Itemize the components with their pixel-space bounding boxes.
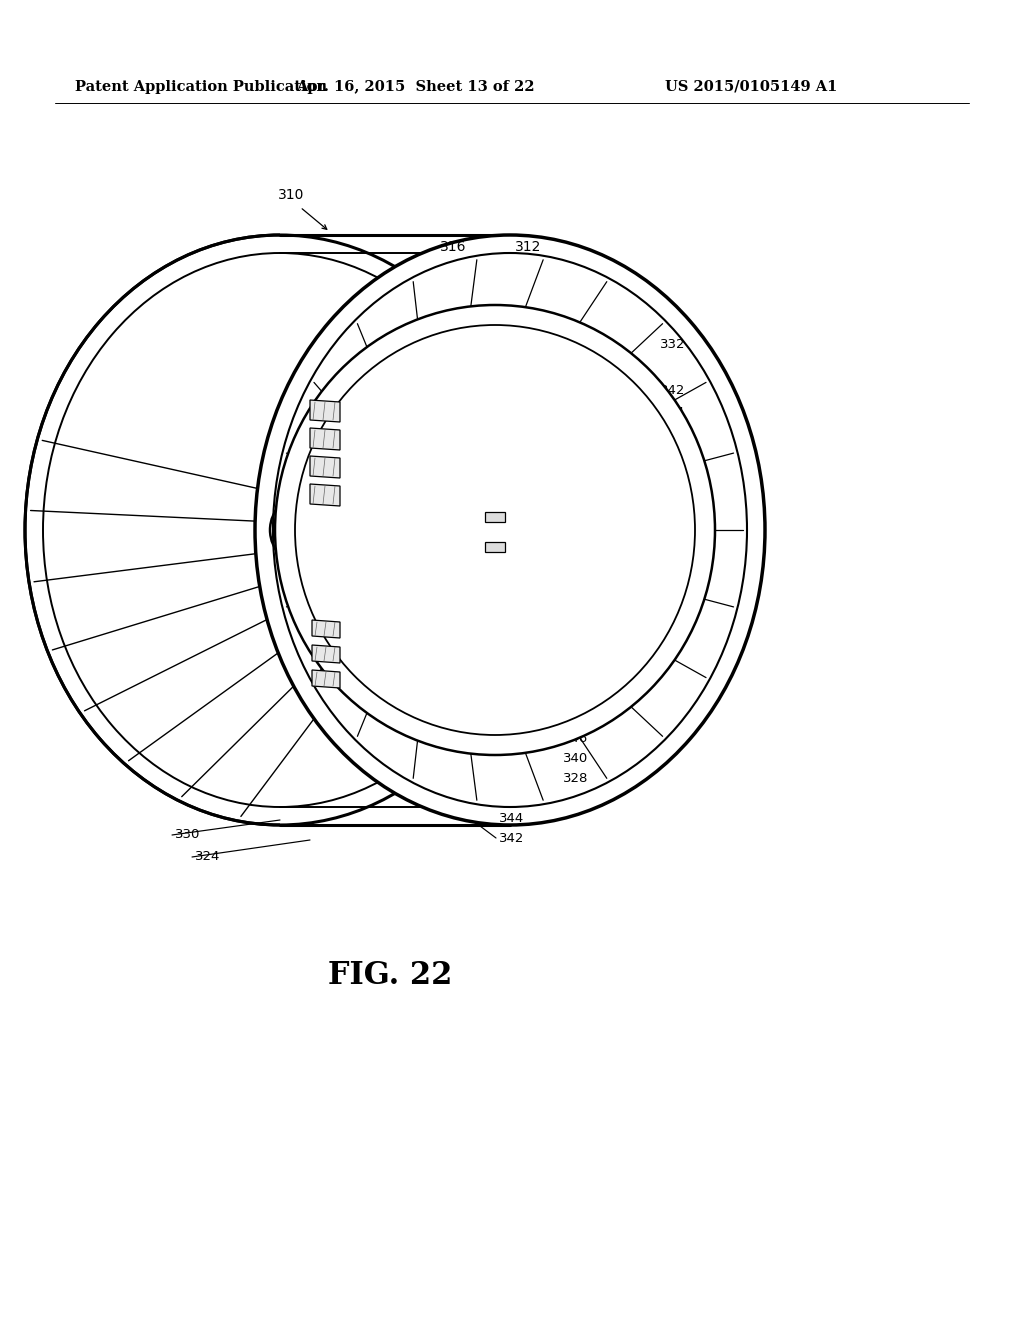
Text: 316: 316	[439, 240, 466, 253]
Text: Patent Application Publication: Patent Application Publication	[75, 81, 327, 94]
Text: 342: 342	[499, 832, 524, 845]
Text: 324: 324	[660, 609, 685, 622]
Text: US 2015/0105149 A1: US 2015/0105149 A1	[665, 81, 838, 94]
Text: 330: 330	[563, 711, 589, 725]
Ellipse shape	[360, 490, 540, 570]
Polygon shape	[312, 671, 340, 688]
Text: FIG. 22: FIG. 22	[328, 960, 453, 990]
Text: 328: 328	[660, 446, 685, 459]
Text: 312: 312	[515, 240, 542, 253]
Ellipse shape	[290, 458, 610, 602]
Bar	[485, 543, 505, 552]
Text: 310: 310	[278, 187, 304, 202]
Ellipse shape	[432, 521, 468, 539]
Text: 334: 334	[660, 528, 685, 541]
Text: 270: 270	[660, 589, 685, 602]
Text: 336: 336	[660, 549, 685, 561]
Ellipse shape	[335, 478, 565, 582]
Bar	[485, 512, 505, 521]
Polygon shape	[310, 484, 340, 506]
Polygon shape	[310, 400, 340, 422]
Text: 340: 340	[563, 751, 588, 764]
Text: 344: 344	[499, 812, 524, 825]
Text: 344: 344	[660, 405, 685, 418]
Text: 340: 340	[660, 487, 685, 499]
Polygon shape	[312, 645, 340, 663]
Ellipse shape	[440, 525, 460, 535]
Ellipse shape	[275, 305, 715, 755]
Text: 332: 332	[660, 338, 685, 351]
Text: 338: 338	[660, 569, 685, 582]
Text: 328: 328	[563, 771, 589, 784]
Polygon shape	[310, 455, 340, 478]
Text: 324: 324	[195, 850, 220, 863]
Text: 346: 346	[563, 731, 588, 744]
Ellipse shape	[395, 506, 505, 554]
Text: 326: 326	[660, 466, 685, 479]
Text: Apr. 16, 2015  Sheet 13 of 22: Apr. 16, 2015 Sheet 13 of 22	[296, 81, 535, 94]
Ellipse shape	[255, 235, 765, 825]
Text: 322: 322	[660, 426, 685, 440]
Polygon shape	[312, 620, 340, 638]
Polygon shape	[310, 428, 340, 450]
Text: 342: 342	[660, 384, 685, 396]
Text: 330: 330	[175, 829, 201, 842]
Ellipse shape	[420, 516, 480, 544]
